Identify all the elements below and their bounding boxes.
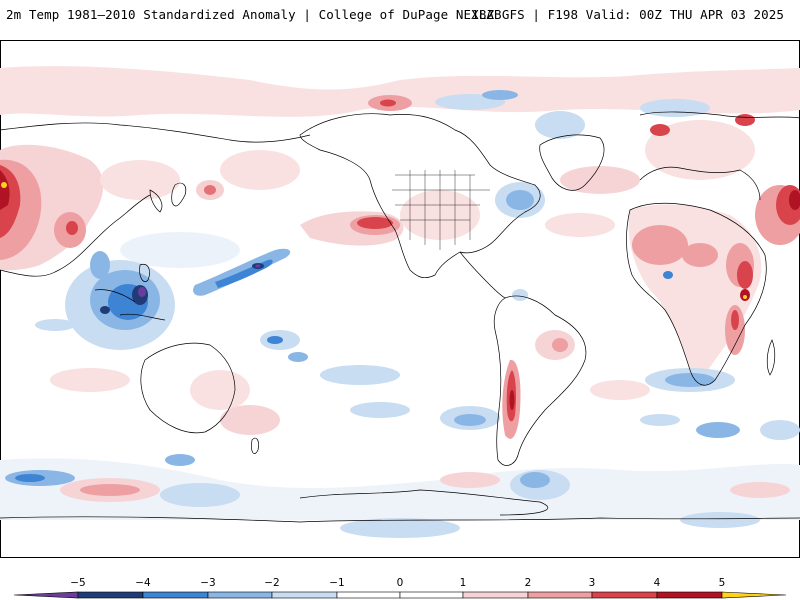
global-anomaly-map xyxy=(0,40,800,558)
colorbar-swatch-pos1 xyxy=(462,591,529,599)
colorbar-tick-label: 0 xyxy=(397,577,404,589)
colorbar-tick-label: −3 xyxy=(200,577,215,589)
colorbar-arrow-high xyxy=(721,591,787,599)
colorbar-swatch-neg4 xyxy=(77,591,144,599)
map-header: 2m Temp 1981–2010 Standardized Anomaly |… xyxy=(0,0,800,30)
anomaly-colorbar: −5 −4 −3 −2 −1 0 1 2 3 4 5 xyxy=(13,577,787,599)
colorbar-tick-label: −4 xyxy=(135,577,151,589)
colorbar-swatch-zero_low xyxy=(336,591,401,599)
colorbar-swatch-pos4 xyxy=(656,591,723,599)
colorbar-tick-label: 1 xyxy=(460,577,467,589)
colorbar-tick-labels: −5 −4 −3 −2 −1 0 1 2 3 4 5 xyxy=(70,577,725,589)
colorbar-tick-label: 5 xyxy=(719,577,726,589)
colorbar-tick-label: −1 xyxy=(329,577,344,589)
colorbar-swatch-neg2 xyxy=(207,591,273,599)
colorbar-tick-label: −2 xyxy=(264,577,279,589)
model-run-label: 18Z GFS | F198 Valid: 00Z THU APR 03 202… xyxy=(471,7,784,22)
colorbar-swatch-neg3 xyxy=(142,591,209,599)
colorbar-tick-label: 3 xyxy=(589,577,596,589)
colorbar-arrow-low xyxy=(13,591,79,599)
colorbar-swatch-pos3 xyxy=(591,591,658,599)
colorbar-swatch-pos2 xyxy=(527,591,593,599)
anomaly-field xyxy=(0,66,800,538)
colorbar-swatches xyxy=(13,591,787,599)
product-title: 2m Temp 1981–2010 Standardized Anomaly |… xyxy=(6,7,502,22)
colorbar-swatch-neg1 xyxy=(271,591,338,599)
colorbar-tick-label: 4 xyxy=(654,577,661,589)
colorbar-tick-label: 2 xyxy=(525,577,532,589)
us-state-borders xyxy=(392,170,490,250)
colorbar-swatch-zero_high xyxy=(399,591,464,599)
colorbar-tick-label: −5 xyxy=(70,577,85,589)
coastlines xyxy=(0,111,800,523)
